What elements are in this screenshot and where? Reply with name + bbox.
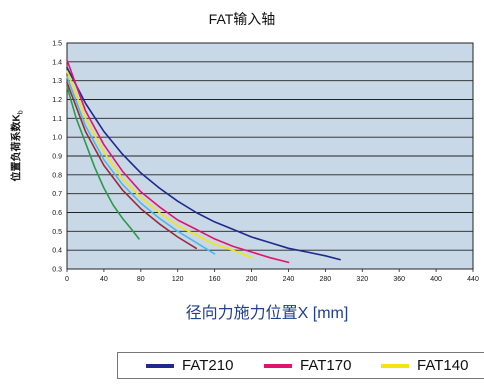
legend-label: FAT140 [417, 357, 469, 374]
y-tick-label: 1.2 [52, 97, 62, 104]
legend: FAT210 FAT170 FAT140 [117, 352, 484, 379]
legend-item-fat140: FAT140 [381, 353, 468, 378]
x-tick-label: 80 [137, 276, 145, 283]
legend-item-fat170: FAT170 [264, 353, 351, 378]
x-tick-label: 400 [430, 276, 442, 283]
x-tick-label: 440 [467, 276, 479, 283]
series-line-fat140 [66, 70, 253, 259]
series-line-fat170 [66, 59, 290, 264]
y-tick-label: 0.3 [52, 267, 62, 274]
x-tick-label: 40 [100, 276, 108, 283]
series-line-fat210 [66, 66, 341, 261]
x-tick-label: 160 [209, 276, 221, 283]
y-tick-label: 0.5 [52, 229, 62, 236]
x-tick-label: 0 [65, 276, 69, 283]
y-tick-label: 1.3 [52, 78, 62, 85]
x-axis-label: 径向力施力位置X [mm] [185, 305, 349, 322]
x-tick-label: 360 [393, 276, 405, 283]
legend-swatch [146, 363, 174, 368]
y-tick-label: 0.6 [52, 210, 62, 217]
y-tick-label: 0.9 [52, 154, 62, 161]
y-tick-label: 0.4 [52, 248, 62, 255]
x-tick-label: 200 [246, 276, 258, 283]
series-line-unlabeled-3 [66, 76, 216, 255]
y-tick-label: 0.8 [52, 172, 62, 179]
legend-label: FAT170 [300, 357, 352, 374]
x-tick-label: 320 [356, 276, 368, 283]
legend-swatch [264, 363, 292, 368]
legend-label: FAT210 [182, 357, 234, 374]
series-line-unlabeled-4 [66, 81, 197, 250]
x-tick-label: 280 [320, 276, 332, 283]
y-tick-label: 1.5 [52, 41, 62, 48]
y-tick-label: 1.4 [52, 59, 62, 66]
chart-title: FAT输入轴 [208, 11, 276, 27]
legend-item-fat210: FAT210 [146, 353, 233, 378]
y-tick-label: 0.7 [52, 191, 62, 198]
series-line-unlabeled-5 [66, 85, 140, 240]
legend-swatch [381, 363, 409, 368]
x-tick-label: 240 [283, 276, 295, 283]
y-tick-label: 1.0 [52, 135, 62, 142]
y-tick-label: 1.1 [52, 116, 62, 123]
x-tick-label: 120 [172, 276, 184, 283]
